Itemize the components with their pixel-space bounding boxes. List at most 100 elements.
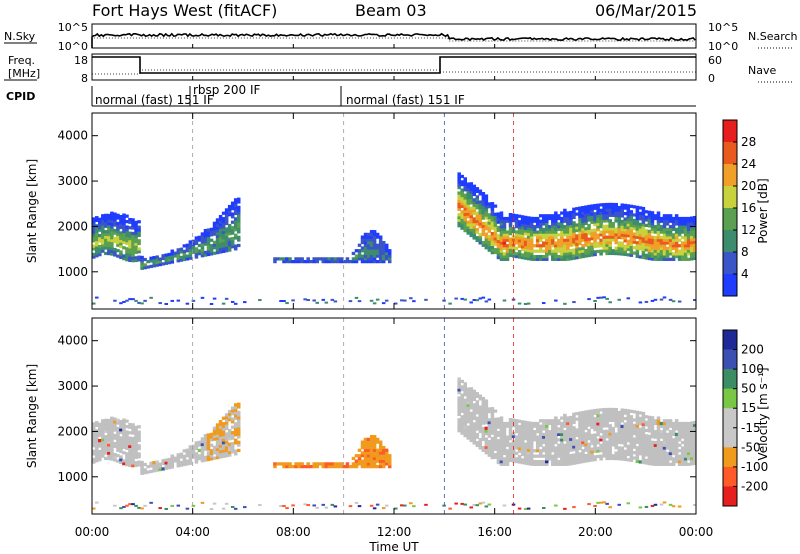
velocity-cell <box>215 428 220 432</box>
power-cell <box>620 233 625 237</box>
power-cell <box>520 231 525 235</box>
velocity-cell <box>617 457 621 461</box>
power-cell <box>620 252 625 256</box>
velocity-cell <box>653 419 658 423</box>
velocity-cell <box>375 448 380 452</box>
velocity-cell <box>221 422 226 426</box>
velocity-cell <box>191 450 196 454</box>
velocity-cell <box>641 430 646 435</box>
power-cell <box>560 222 564 226</box>
velocity-cell <box>460 409 464 414</box>
power-cell <box>554 216 558 221</box>
power-cell <box>366 235 371 239</box>
power-cell <box>140 255 144 260</box>
power-cell <box>602 230 606 234</box>
velocity-cell <box>128 461 132 465</box>
velocity-cell <box>502 424 507 428</box>
velocity-cell <box>548 451 552 456</box>
velocity-cell <box>95 456 99 460</box>
power-cell <box>674 244 679 248</box>
velocity-cell <box>107 418 111 423</box>
power-cell <box>514 216 519 221</box>
power-cell <box>508 245 513 249</box>
power-cell <box>602 241 606 245</box>
velocity-cell <box>593 425 597 429</box>
velocity-cell <box>218 441 223 445</box>
velocity-cell <box>686 421 691 426</box>
velocity-cell <box>584 437 588 441</box>
power-cell <box>653 225 658 229</box>
power-cell <box>348 300 353 303</box>
power-cell <box>502 252 507 256</box>
power-cell <box>113 215 117 219</box>
power-cell <box>683 252 688 256</box>
velocity-cell <box>599 443 603 447</box>
velocity-cell <box>493 436 498 440</box>
velocity-cell <box>212 437 217 441</box>
power-cell <box>644 234 649 238</box>
power-cell <box>644 223 649 227</box>
velocity-cell <box>215 423 220 427</box>
velocity-cell <box>659 435 664 439</box>
velocity-cell <box>469 395 474 399</box>
power-cell <box>119 223 123 227</box>
velocity-cell <box>526 445 531 450</box>
power-cell <box>656 219 661 223</box>
velocity-cell <box>236 418 241 423</box>
power-cell <box>662 244 667 248</box>
power-cell <box>206 244 211 248</box>
power-cell <box>496 242 501 246</box>
power-cell <box>104 235 108 239</box>
velocity-cell <box>188 456 193 460</box>
power-cell <box>137 250 141 254</box>
velocity-cell <box>499 460 504 464</box>
power-cell <box>95 232 99 236</box>
velocity-cell <box>122 434 126 439</box>
power-cell <box>653 298 658 301</box>
velocity-cell <box>119 430 123 435</box>
power-cell <box>596 225 600 229</box>
velocity-cell <box>107 426 111 431</box>
power-cell <box>514 252 519 256</box>
velocity-cell <box>572 420 576 425</box>
velocity-cell <box>113 422 117 427</box>
velocity-cell <box>590 436 594 440</box>
power-cell <box>122 257 126 261</box>
nave-tick-low: 0 <box>708 72 715 85</box>
velocity-cell <box>593 504 597 507</box>
power-cell <box>236 227 241 231</box>
velocity-cell <box>291 465 295 469</box>
power-cell <box>179 247 184 251</box>
velocity-cell <box>683 454 688 458</box>
velocity-cell <box>315 462 319 466</box>
power-cell <box>526 254 531 258</box>
power-cell <box>554 225 558 229</box>
power-cell <box>333 260 338 264</box>
power-cell <box>469 223 474 227</box>
power-cell <box>472 217 477 221</box>
velocity-cell <box>194 460 199 464</box>
velocity-cell <box>641 452 646 456</box>
power-cell <box>98 234 102 238</box>
power-cell <box>333 257 338 261</box>
velocity-cell <box>578 416 582 421</box>
velocity-cell <box>620 432 625 437</box>
velocity-cell <box>635 446 640 450</box>
velocity-cell <box>662 440 667 445</box>
power-cell <box>605 227 609 231</box>
power-cell <box>656 249 661 253</box>
velocity-colorbar-tick-label: 200 <box>741 343 764 357</box>
power-cell <box>611 205 615 209</box>
velocity-cell <box>548 440 552 445</box>
velocity-cell <box>233 408 238 412</box>
velocity-cell <box>203 447 208 451</box>
power-cell <box>101 222 105 226</box>
velocity-cell <box>659 454 664 458</box>
power-cell <box>623 206 628 210</box>
power-cell <box>116 238 120 242</box>
velocity-cell <box>499 421 504 426</box>
power-cell <box>194 236 199 240</box>
power-cell <box>215 223 220 227</box>
power-cell <box>647 213 652 217</box>
velocity-cell <box>110 422 114 426</box>
